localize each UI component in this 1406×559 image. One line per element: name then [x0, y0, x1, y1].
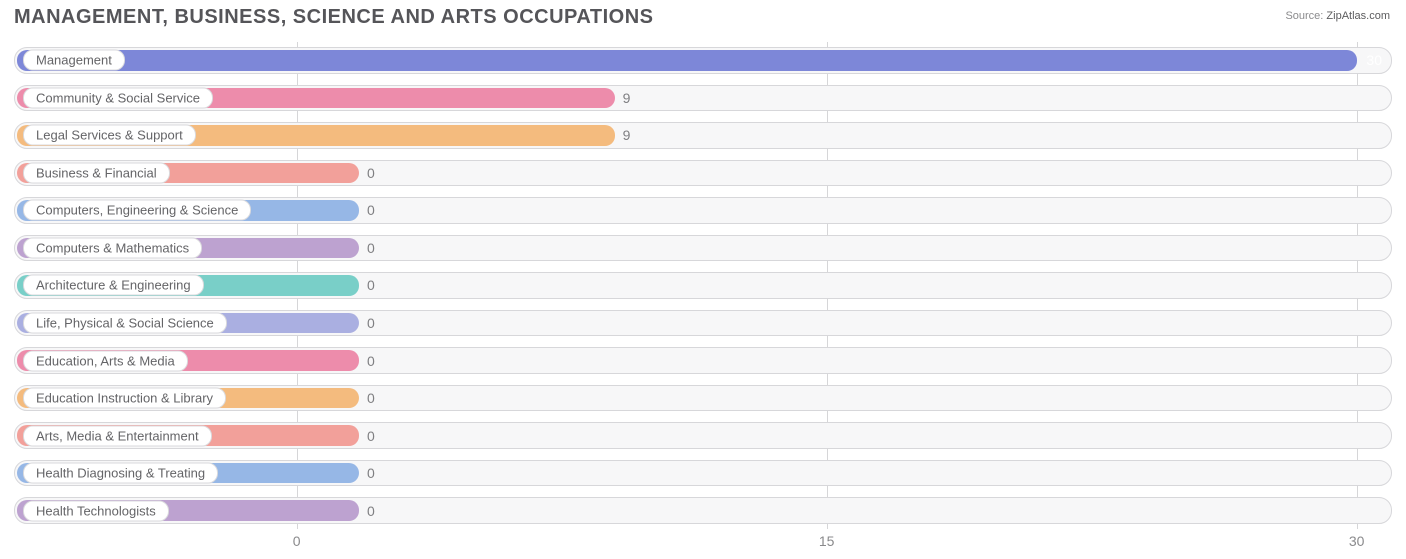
bar-label: Architecture & Engineering: [23, 275, 204, 296]
bar-row: Business & Financial 0: [14, 160, 1392, 187]
bar-row: Health Technologists 0: [14, 497, 1392, 524]
bar-label: Life, Physical & Social Science: [23, 313, 227, 334]
bar-row: Architecture & Engineering 0: [14, 272, 1392, 299]
bar-row: Education, Arts & Media 0: [14, 347, 1392, 374]
bar-value: 0: [367, 315, 375, 331]
bar-value: 0: [367, 165, 375, 181]
bar-value: 0: [367, 202, 375, 218]
bar-value: 9: [623, 90, 631, 106]
plot-area: 01530Management30Community & Social Serv…: [14, 42, 1392, 529]
bar-row: Community & Social Service 9: [14, 85, 1392, 112]
x-tick-label: 0: [293, 533, 301, 549]
bar-value: 0: [367, 277, 375, 293]
bar-row: Life, Physical & Social Science 0: [14, 310, 1392, 337]
bar-row: Computers & Mathematics 0: [14, 235, 1392, 262]
bar-label: Business & Financial: [23, 162, 170, 183]
chart-container: MANAGEMENT, BUSINESS, SCIENCE AND ARTS O…: [0, 0, 1406, 559]
bar-label: Computers & Mathematics: [23, 237, 202, 258]
bar-label: Health Technologists: [23, 500, 169, 521]
bar-row: Computers, Engineering & Science 0: [14, 197, 1392, 224]
bar-value: 0: [367, 465, 375, 481]
source-label: Source:: [1285, 10, 1323, 22]
bar-value: 30: [1366, 52, 1382, 68]
bar-value: 0: [367, 390, 375, 406]
bar-value: 0: [367, 240, 375, 256]
bar-value: 0: [367, 353, 375, 369]
bar-label: Computers, Engineering & Science: [23, 200, 251, 221]
bar-row: Management 30: [14, 47, 1392, 74]
bar-value: 0: [367, 503, 375, 519]
bar-label: Health Diagnosing & Treating: [23, 463, 218, 484]
source-name: ZipAtlas.com: [1326, 10, 1390, 22]
bar-row: Health Diagnosing & Treating 0: [14, 460, 1392, 487]
chart-title: MANAGEMENT, BUSINESS, SCIENCE AND ARTS O…: [14, 6, 653, 29]
bar-value: 9: [623, 127, 631, 143]
x-tick-label: 15: [819, 533, 835, 549]
bar-row: Education Instruction & Library 0: [14, 385, 1392, 412]
bar-label: Education Instruction & Library: [23, 388, 226, 409]
bar-value: 0: [367, 428, 375, 444]
bar-label: Education, Arts & Media: [23, 350, 188, 371]
source-attribution: Source: ZipAtlas.com: [1285, 10, 1390, 22]
bar-row: Legal Services & Support 9: [14, 122, 1392, 149]
bar-label: Arts, Media & Entertainment: [23, 425, 212, 446]
bar-row: Arts, Media & Entertainment 0: [14, 422, 1392, 449]
x-tick-label: 30: [1349, 533, 1365, 549]
bar-label: Community & Social Service: [23, 87, 213, 108]
bar-label: Management: [23, 50, 125, 71]
bar-fill: [17, 50, 1357, 71]
bar-label: Legal Services & Support: [23, 125, 196, 146]
